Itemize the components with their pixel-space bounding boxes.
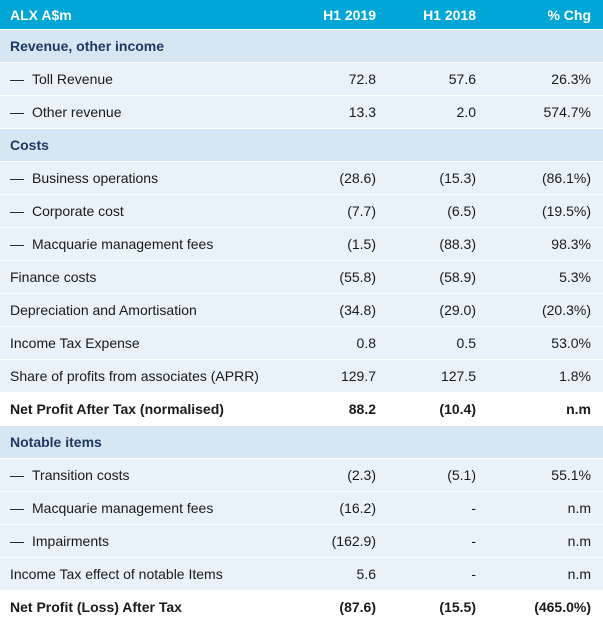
value-h1-2018: 57.6 <box>448 71 476 87</box>
row-label: Macquarie management fees <box>0 236 290 252</box>
section-header-row: Notable items <box>0 426 603 459</box>
value-h1-2018: (29.0) <box>439 302 476 318</box>
table-row: Depreciation and Amortisation (34.8) (29.0… <box>0 294 603 327</box>
row-label: Income Tax Expense <box>10 335 140 351</box>
table-row: Transition costs (2.3) (5.1) 55.1% <box>0 459 603 492</box>
table-row: Corporate cost (7.7) (6.5) (19.5%) <box>0 195 603 228</box>
value-h1-2018: (5.1) <box>447 467 476 483</box>
value-change: n.m <box>566 401 591 417</box>
row-label: Net Profit After Tax (normalised) <box>10 401 224 417</box>
value-h1-2019: (7.7) <box>347 203 376 219</box>
row-label: Toll Revenue <box>0 71 290 87</box>
value-change: 98.3% <box>551 236 591 252</box>
row-label: Depreciation and Amortisation <box>10 302 197 318</box>
value-h1-2019: 129.7 <box>340 368 376 384</box>
value-change: n.m <box>567 533 591 549</box>
value-change: n.m <box>567 500 591 516</box>
value-h1-2019: 5.6 <box>356 566 376 582</box>
row-label: Impairments <box>0 533 290 549</box>
row-label: Income Tax effect of notable Items <box>10 566 223 582</box>
value-h1-2019: (87.6) <box>339 599 376 615</box>
table-row: Macquarie management fees (16.2) - n.m <box>0 492 603 525</box>
value-change: 574.7% <box>543 104 591 120</box>
row-label: Share of profits from associates (APRR) <box>10 368 259 384</box>
table-row: Toll Revenue 72.8 57.6 26.3% <box>0 63 603 96</box>
row-label: Macquarie management fees <box>0 500 290 516</box>
value-change: 26.3% <box>551 71 591 87</box>
value-change: 53.0% <box>551 335 591 351</box>
table-row: Share of profits from associates (APRR) 1… <box>0 360 603 393</box>
section-header-row: Costs <box>0 129 603 162</box>
value-change: 55.1% <box>551 467 591 483</box>
total-row: Net Profit After Tax (normalised) 88.2 (10… <box>0 393 603 426</box>
value-change: 5.3% <box>559 269 591 285</box>
value-change: n.m <box>567 566 591 582</box>
value-change: (20.3%) <box>541 302 591 318</box>
value-h1-2018: (6.5) <box>447 203 476 219</box>
row-label: Transition costs <box>0 467 290 483</box>
table-row: Impairments (162.9) - n.m <box>0 525 603 558</box>
value-h1-2019: 0.8 <box>356 335 376 351</box>
table-header: ALX A$m H1 2019 H1 2018 % Chg <box>0 0 603 30</box>
row-label: Corporate cost <box>0 203 290 219</box>
table-body: Revenue, other income Toll Revenue 72.8 57.… <box>0 30 603 624</box>
value-h1-2018: - <box>471 566 476 582</box>
header-col-h1-2018: H1 2018 <box>423 6 476 23</box>
value-h1-2018: 0.5 <box>456 335 476 351</box>
value-h1-2018: (15.5) <box>439 599 476 615</box>
table-row: Finance costs (55.8) (58.9) 5.3% <box>0 261 603 294</box>
row-label: Costs <box>10 137 49 153</box>
value-h1-2018: (15.3) <box>439 170 476 186</box>
table-row: Income Tax Expense 0.8 0.5 53.0% <box>0 327 603 360</box>
value-h1-2018: - <box>471 500 476 516</box>
value-h1-2019: (2.3) <box>347 467 376 483</box>
header-col-h1-2019: H1 2019 <box>323 6 376 23</box>
value-h1-2019: 72.8 <box>348 71 376 87</box>
value-h1-2019: (16.2) <box>339 500 376 516</box>
value-h1-2018: (10.4) <box>439 401 476 417</box>
row-label: Business operations <box>0 170 290 186</box>
value-h1-2019: 13.3 <box>348 104 376 120</box>
value-h1-2019: (28.6) <box>339 170 376 186</box>
value-h1-2019: 88.2 <box>348 401 376 417</box>
header-col-change: % Chg <box>547 6 591 23</box>
value-h1-2019: (1.5) <box>347 236 376 252</box>
table-row: Business operations (28.6) (15.3) (86.1%) <box>0 162 603 195</box>
value-h1-2018: (88.3) <box>439 236 476 252</box>
value-h1-2018: 2.0 <box>456 104 476 120</box>
total-row: Net Profit (Loss) After Tax (87.6) (15.5) (… <box>0 591 603 624</box>
table-row: Income Tax effect of notable Items 5.6 - n.… <box>0 558 603 591</box>
value-h1-2019: (34.8) <box>339 302 376 318</box>
value-change: (465.0%) <box>534 599 591 615</box>
value-change: 1.8% <box>559 368 591 384</box>
table-row: Other revenue 13.3 2.0 574.7% <box>0 96 603 129</box>
section-header-row: Revenue, other income <box>0 30 603 63</box>
row-label: Other revenue <box>0 104 290 120</box>
value-h1-2019: (55.8) <box>339 269 376 285</box>
value-h1-2018: 127.5 <box>440 368 476 384</box>
value-h1-2018: (58.9) <box>439 269 476 285</box>
value-change: (19.5%) <box>541 203 591 219</box>
table-row: Macquarie management fees (1.5) (88.3) 98.3… <box>0 228 603 261</box>
value-change: (86.1%) <box>541 170 591 186</box>
value-h1-2019: (162.9) <box>331 533 376 549</box>
row-label: Notable items <box>10 434 102 450</box>
value-h1-2018: - <box>471 533 476 549</box>
row-label: Net Profit (Loss) After Tax <box>10 599 182 615</box>
row-label: Finance costs <box>10 269 97 285</box>
header-title: ALX A$m <box>10 6 72 23</box>
row-label: Revenue, other income <box>10 38 165 54</box>
